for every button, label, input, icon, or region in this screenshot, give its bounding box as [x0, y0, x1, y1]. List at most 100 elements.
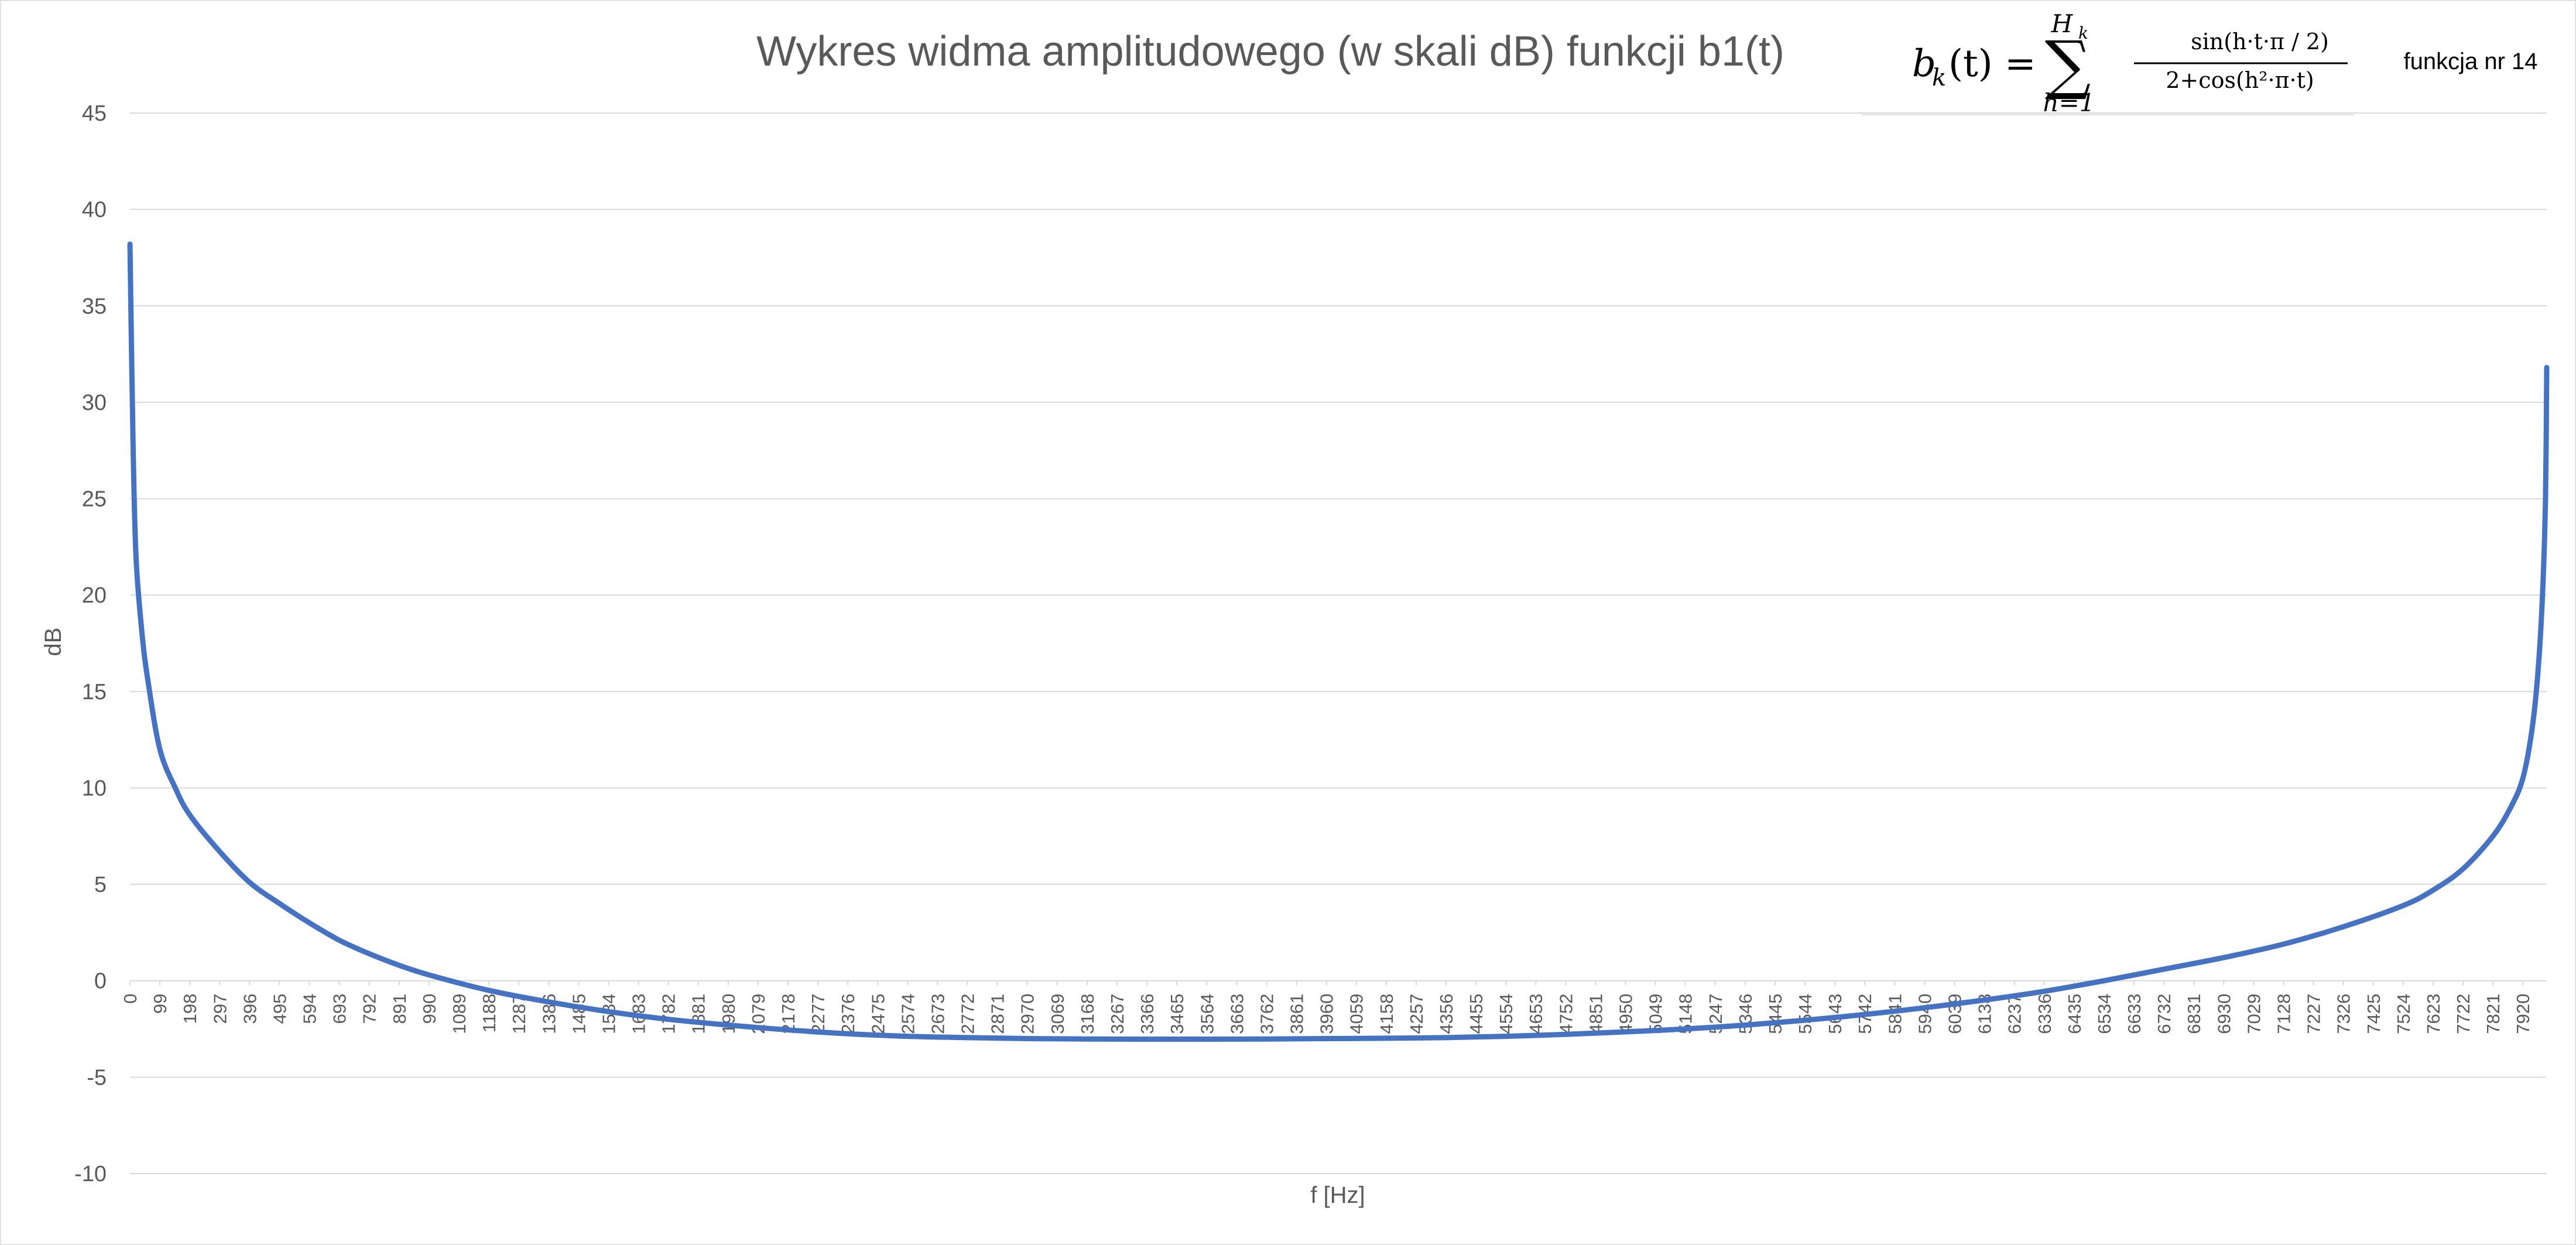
y-tick-label: 20: [82, 583, 107, 608]
x-tick-label: 4356: [1436, 994, 1457, 1034]
x-tick-label: 3564: [1197, 994, 1217, 1034]
x-tick-label: 4851: [1585, 994, 1606, 1034]
formula-lhs: b: [1912, 42, 1936, 85]
x-tick-label: 3267: [1107, 994, 1128, 1034]
x-tick-label: 198: [180, 994, 200, 1024]
y-tick-label: 5: [94, 873, 107, 897]
y-tick-label: -5: [87, 1065, 107, 1090]
x-tick-label: 4950: [1616, 994, 1636, 1034]
x-tick-label: 2376: [838, 994, 858, 1034]
y-tick-label: 45: [82, 101, 107, 126]
x-axis-ticks: 0 99 198 297 396 495 594 693 792 891 990 1089 1188 12…: [120, 980, 2533, 1034]
x-tick-label: 990: [419, 994, 440, 1024]
x-tick-label: 3069: [1047, 994, 1068, 1034]
formula-annotation: b k (t) = ∑ H k h=1 sin(h·t·π / 2) 2+cos…: [1862, 9, 2354, 117]
x-tick-label: 6435: [2064, 994, 2085, 1034]
formula-denominator: 2+cos(h²·π·t): [2166, 67, 2314, 93]
x-tick-label: 5643: [1825, 994, 1845, 1034]
y-tick-label: 25: [82, 487, 107, 512]
x-tick-label: 5049: [1646, 994, 1666, 1034]
x-tick-label: 6930: [2214, 994, 2234, 1034]
x-tick-label: 1881: [688, 994, 709, 1034]
x-tick-label: 6336: [2034, 994, 2055, 1034]
x-tick-label: 2574: [898, 994, 918, 1034]
x-tick-label: 7029: [2243, 994, 2264, 1034]
x-tick-label: 7623: [2423, 994, 2444, 1034]
x-tick-label: 5445: [1765, 994, 1786, 1034]
x-tick-label: 4257: [1406, 994, 1427, 1034]
x-tick-label: 594: [300, 994, 320, 1024]
x-tick-label: 2277: [808, 994, 828, 1034]
x-tick-label: 3861: [1287, 994, 1307, 1034]
x-tick-label: 1188: [479, 994, 499, 1033]
formula-argument: (t) =: [1948, 42, 2036, 85]
x-axis-title: f [Hz]: [1310, 1182, 1365, 1208]
x-tick-label: 297: [210, 994, 230, 1024]
x-tick-label: 7821: [2483, 994, 2503, 1034]
x-tick-label: 3663: [1227, 994, 1247, 1034]
x-tick-label: 4752: [1556, 994, 1576, 1034]
x-tick-label: 1782: [659, 994, 679, 1034]
x-tick-label: 4455: [1466, 994, 1486, 1034]
formula-sum-upper: H: [2051, 9, 2074, 38]
x-tick-label: 3168: [1077, 994, 1098, 1034]
x-tick-label: 2970: [1018, 994, 1038, 1034]
x-tick-label: 7920: [2513, 994, 2533, 1034]
x-tick-label: 7524: [2393, 994, 2414, 1034]
x-tick-label: 3762: [1256, 994, 1277, 1034]
x-tick-label: 6831: [2184, 994, 2204, 1034]
formula-lhs-subscript: k: [1932, 64, 1946, 91]
y-tick-label: 40: [82, 198, 107, 223]
y-tick-label: 0: [94, 969, 107, 994]
x-tick-label: 4653: [1526, 994, 1546, 1034]
y-axis-ticks: -10 -5 0 5 10 15 20 25 30 35 40 45: [74, 101, 107, 1186]
y-tick-label: 35: [82, 294, 107, 319]
x-tick-label: 6732: [2154, 994, 2174, 1034]
x-tick-label: 7227: [2304, 994, 2324, 1034]
x-tick-label: 7722: [2453, 994, 2474, 1034]
x-tick-label: 2673: [927, 994, 948, 1034]
x-tick-label: 7326: [2334, 994, 2354, 1034]
x-tick-label: 396: [239, 994, 260, 1024]
x-tick-label: 6237: [2005, 994, 2025, 1034]
x-tick-label: 792: [359, 994, 380, 1024]
x-tick-label: 4554: [1496, 994, 1516, 1034]
x-tick-label: 0: [120, 994, 141, 1004]
x-tick-label: 1089: [449, 994, 470, 1034]
x-tick-label: 4059: [1347, 994, 1367, 1034]
x-tick-label: 2871: [988, 994, 1008, 1034]
function-number-note: funkcja nr 14: [2403, 49, 2537, 74]
series-layer: [127, 241, 2550, 1042]
x-tick-label: 3366: [1137, 994, 1157, 1034]
gridlines: [130, 112, 2547, 1174]
x-tick-label: 5544: [1795, 994, 1815, 1034]
y-tick-label: 10: [82, 776, 107, 801]
y-axis-title: dB: [40, 628, 66, 656]
x-tick-label: 1485: [568, 994, 589, 1034]
y-tick-label: -10: [74, 1162, 107, 1186]
x-tick-label: 5940: [1914, 994, 1935, 1034]
formula-sum-lower: h=1: [2043, 88, 2095, 117]
y-tick-label: 30: [82, 391, 107, 415]
x-tick-label: 99: [150, 994, 170, 1014]
x-tick-label: 3465: [1167, 994, 1187, 1034]
formula-sum-upper-subscript: k: [2078, 23, 2088, 43]
x-tick-label: 6633: [2124, 994, 2145, 1034]
x-tick-label: 6039: [1945, 994, 1965, 1034]
x-tick-label: 7425: [2363, 994, 2384, 1034]
chart-title: Wykres widma amplitudowego (w skali dB) …: [756, 28, 1784, 75]
x-tick-label: 2772: [958, 994, 978, 1034]
x-tick-label: 3960: [1317, 994, 1337, 1034]
x-tick-label: 4158: [1376, 994, 1397, 1034]
y-tick-label: 15: [82, 680, 107, 704]
x-tick-label: 2475: [868, 994, 888, 1034]
x-tick-label: 693: [330, 994, 350, 1024]
series-line: [127, 241, 2550, 1042]
x-tick-label: 7128: [2274, 994, 2294, 1034]
x-tick-label: 6534: [2094, 994, 2115, 1034]
x-tick-label: 495: [269, 994, 290, 1024]
x-tick-label: 891: [389, 994, 410, 1024]
